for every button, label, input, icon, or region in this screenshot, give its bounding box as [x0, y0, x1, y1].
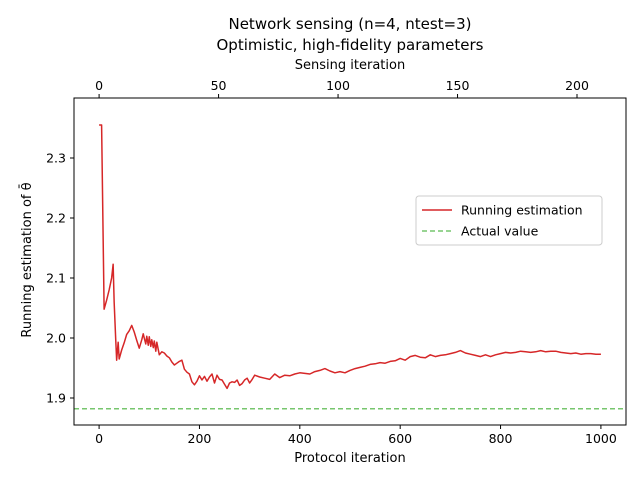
top-tick-label: 150 [446, 78, 470, 93]
y-tick-label: 2.1 [46, 271, 66, 286]
legend: Running estimation Actual value [415, 195, 603, 246]
top-tick-label: 0 [95, 78, 103, 93]
top-axis-label: Sensing iteration [295, 58, 405, 73]
y-axis-label: Running estimation of θ̄ [20, 182, 35, 337]
x-axis-label: Protocol iteration [294, 451, 405, 466]
legend-label-actual-value: Actual value [461, 224, 539, 239]
axis-ticks: 0 200 400 600 800 1000 0 50 100 150 200 1.9 2.0 2.1 2.… [46, 78, 617, 446]
legend-label-running-estimation: Running estimation [461, 203, 583, 218]
plot-area [74, 124, 626, 410]
x-tick-label: 400 [288, 431, 312, 446]
y-tick-label: 2.3 [46, 151, 66, 166]
x-tick-label: 0 [95, 431, 103, 446]
y-tick-label: 2.0 [46, 331, 66, 346]
axes-frame [73, 97, 627, 426]
y-tick-label: 2.2 [46, 211, 66, 226]
x-tick-label: 200 [188, 431, 212, 446]
top-tick-label: 50 [211, 78, 227, 93]
x-tick-label: 800 [489, 431, 513, 446]
top-tick-label: 100 [326, 78, 350, 93]
top-tick-label: 200 [565, 78, 589, 93]
chart-title: Network sensing (n=4, ntest=3) [228, 15, 471, 33]
x-tick-label: 1000 [585, 431, 617, 446]
chart-subtitle: Optimistic, high-fidelity parameters [217, 36, 484, 54]
legend-box [415, 195, 603, 246]
series-line-running-estimation [99, 124, 601, 390]
x-tick-label: 600 [388, 431, 412, 446]
y-tick-label: 1.9 [46, 391, 66, 406]
